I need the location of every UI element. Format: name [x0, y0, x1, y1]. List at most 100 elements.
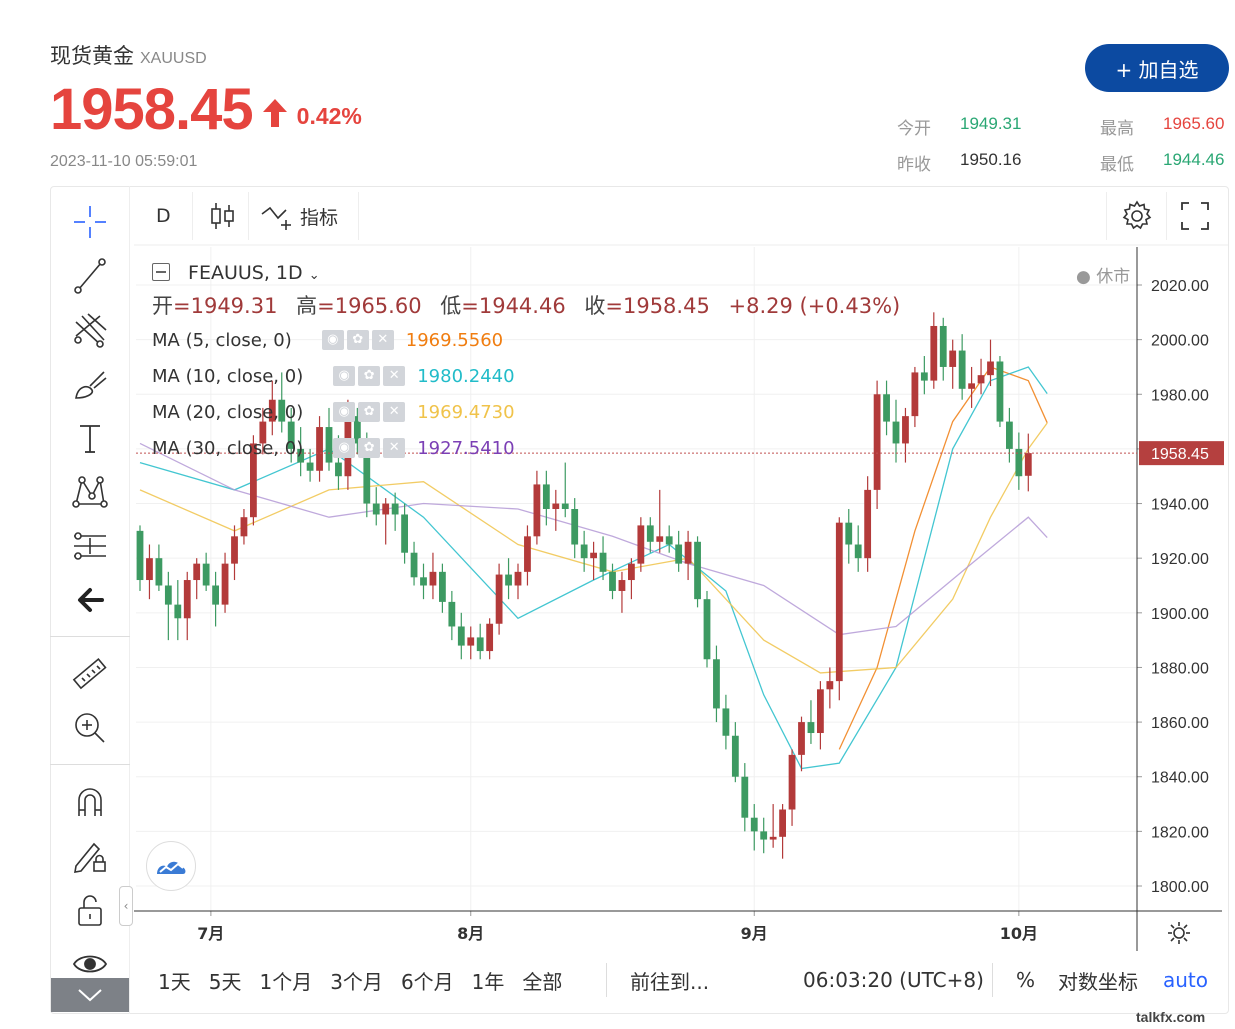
pitchfork-tool[interactable]	[65, 308, 115, 352]
range-6m[interactable]: 6个月	[400, 969, 454, 994]
candle-body	[325, 427, 333, 463]
candle-body	[807, 722, 815, 734]
ma-label: MA (10, close, 0)	[152, 365, 304, 387]
prediction-tool[interactable]	[65, 524, 115, 568]
candle-body	[779, 809, 786, 837]
ohlc-legend: 开=1949.31 高=1965.60 低=1944.46 收=1958.45 …	[152, 290, 900, 320]
axis-settings-button[interactable]	[1166, 920, 1192, 946]
indicators-button[interactable]: 指标	[260, 196, 338, 236]
lock-tool[interactable]	[65, 888, 115, 932]
up-arrow-icon	[262, 98, 287, 127]
lock-drawing-tool[interactable]	[65, 834, 115, 878]
candle-body	[467, 637, 475, 646]
indicator-icon	[261, 206, 291, 230]
timezone-clock[interactable]: 06:03:20 (UTC+8)	[803, 968, 984, 992]
candle-body	[495, 574, 503, 624]
candle-body	[561, 503, 569, 510]
candle-body	[609, 571, 616, 591]
candle	[760, 817, 768, 854]
settings-button[interactable]	[1120, 196, 1154, 236]
ma-legend-row[interactable]: MA (30, close, 0) ◉ ✿ ✕ 1927.5410	[152, 435, 515, 461]
candle-body	[968, 383, 975, 389]
eye-icon[interactable]: ◉	[321, 330, 344, 350]
toolbar-divider	[1166, 192, 1167, 240]
eye-icon[interactable]: ◉	[333, 366, 356, 386]
gear-icon[interactable]: ✿	[358, 438, 381, 458]
range-1d[interactable]: 1天	[158, 969, 191, 994]
candle	[788, 749, 796, 826]
range-all[interactable]: 全部	[522, 969, 563, 994]
candle-body	[202, 563, 210, 586]
percent-toggle[interactable]: %	[1016, 968, 1036, 992]
crosshair-tool[interactable]	[65, 200, 115, 244]
collapse-toolbar-handle[interactable]: ‹	[119, 886, 133, 926]
candle-body	[353, 416, 361, 444]
candle-body	[514, 571, 522, 586]
goto-date-button[interactable]: 前往到...	[630, 969, 710, 994]
candle-body	[958, 350, 966, 389]
candle-body	[590, 552, 597, 559]
y-tick-label: 1840.00	[1151, 770, 1209, 787]
range-3m[interactable]: 3个月	[330, 969, 383, 994]
candle	[892, 399, 900, 463]
scroll-down-button[interactable]	[51, 978, 129, 1012]
candle-body	[335, 462, 342, 477]
candle-body	[278, 399, 286, 422]
candle-body	[420, 577, 427, 586]
candle	[221, 552, 229, 613]
gear-icon[interactable]: ✿	[358, 366, 381, 386]
candle	[864, 476, 872, 572]
pattern-icon	[72, 476, 108, 508]
auto-scale-toggle[interactable]: auto	[1163, 968, 1209, 992]
candle-body	[722, 708, 730, 736]
chart-legend-title[interactable]: FEAUUS, 1D ⌄	[152, 262, 320, 284]
candle-body	[524, 536, 531, 572]
close-icon[interactable]: ✕	[383, 438, 406, 458]
ruler-tool[interactable]	[65, 652, 115, 696]
remove-drawings-tool[interactable]	[65, 578, 115, 622]
text-tool[interactable]	[65, 416, 115, 460]
candle	[817, 681, 824, 750]
candle-body	[996, 361, 1004, 422]
ma-legend-row[interactable]: MA (5, close, 0) ◉ ✿ ✕ 1969.5560	[152, 327, 503, 353]
instrument-symbol: XAUUSD	[140, 50, 207, 67]
low-label: 最低	[1100, 155, 1134, 174]
range-1m[interactable]: 1个月	[259, 969, 313, 994]
candle-body	[750, 817, 758, 832]
magnet-tool[interactable]	[65, 780, 115, 824]
eye-icon[interactable]: ◉	[333, 402, 356, 422]
pitchfork-icon	[74, 313, 107, 348]
provider-logo[interactable]	[146, 841, 196, 891]
gear-icon[interactable]: ✿	[358, 402, 381, 422]
gear-icon[interactable]: ✿	[346, 330, 369, 350]
pattern-tool[interactable]	[65, 470, 115, 514]
ma-legend-row[interactable]: MA (10, close, 0) ◉ ✿ ✕ 1980.2440	[152, 363, 515, 389]
candle	[656, 489, 664, 553]
candle	[580, 530, 588, 572]
eye-icon[interactable]: ◉	[333, 438, 356, 458]
brush-tool[interactable]	[65, 362, 115, 406]
candle	[911, 366, 919, 428]
fullscreen-button[interactable]	[1178, 196, 1212, 236]
visibility-tool[interactable]	[65, 942, 115, 986]
ma-line	[139, 422, 1048, 674]
trend-line-tool[interactable]	[65, 254, 115, 298]
add-watchlist-button[interactable]: + 加自选	[1085, 44, 1229, 92]
candle	[476, 623, 484, 660]
range-5d[interactable]: 5天	[208, 969, 242, 994]
close-icon[interactable]: ✕	[371, 330, 394, 350]
collapse-legend-icon[interactable]	[152, 263, 170, 281]
log-scale-toggle[interactable]: 对数坐标	[1058, 969, 1138, 994]
zoom-in-tool[interactable]	[65, 706, 115, 750]
close-icon[interactable]: ✕	[383, 402, 406, 422]
interval-selector[interactable]: D	[156, 205, 171, 227]
ma-legend-row[interactable]: MA (20, close, 0) ◉ ✿ ✕ 1969.4730	[152, 399, 515, 425]
range-1y[interactable]: 1年	[471, 969, 505, 994]
candle	[713, 645, 720, 723]
chart-type-button[interactable]	[206, 196, 238, 236]
candle-body	[287, 421, 295, 449]
watermark: talkfx.com	[1136, 1009, 1206, 1025]
quote-timestamp: 2023-11-10 05:59:01	[50, 153, 198, 170]
close-icon[interactable]: ✕	[383, 366, 406, 386]
